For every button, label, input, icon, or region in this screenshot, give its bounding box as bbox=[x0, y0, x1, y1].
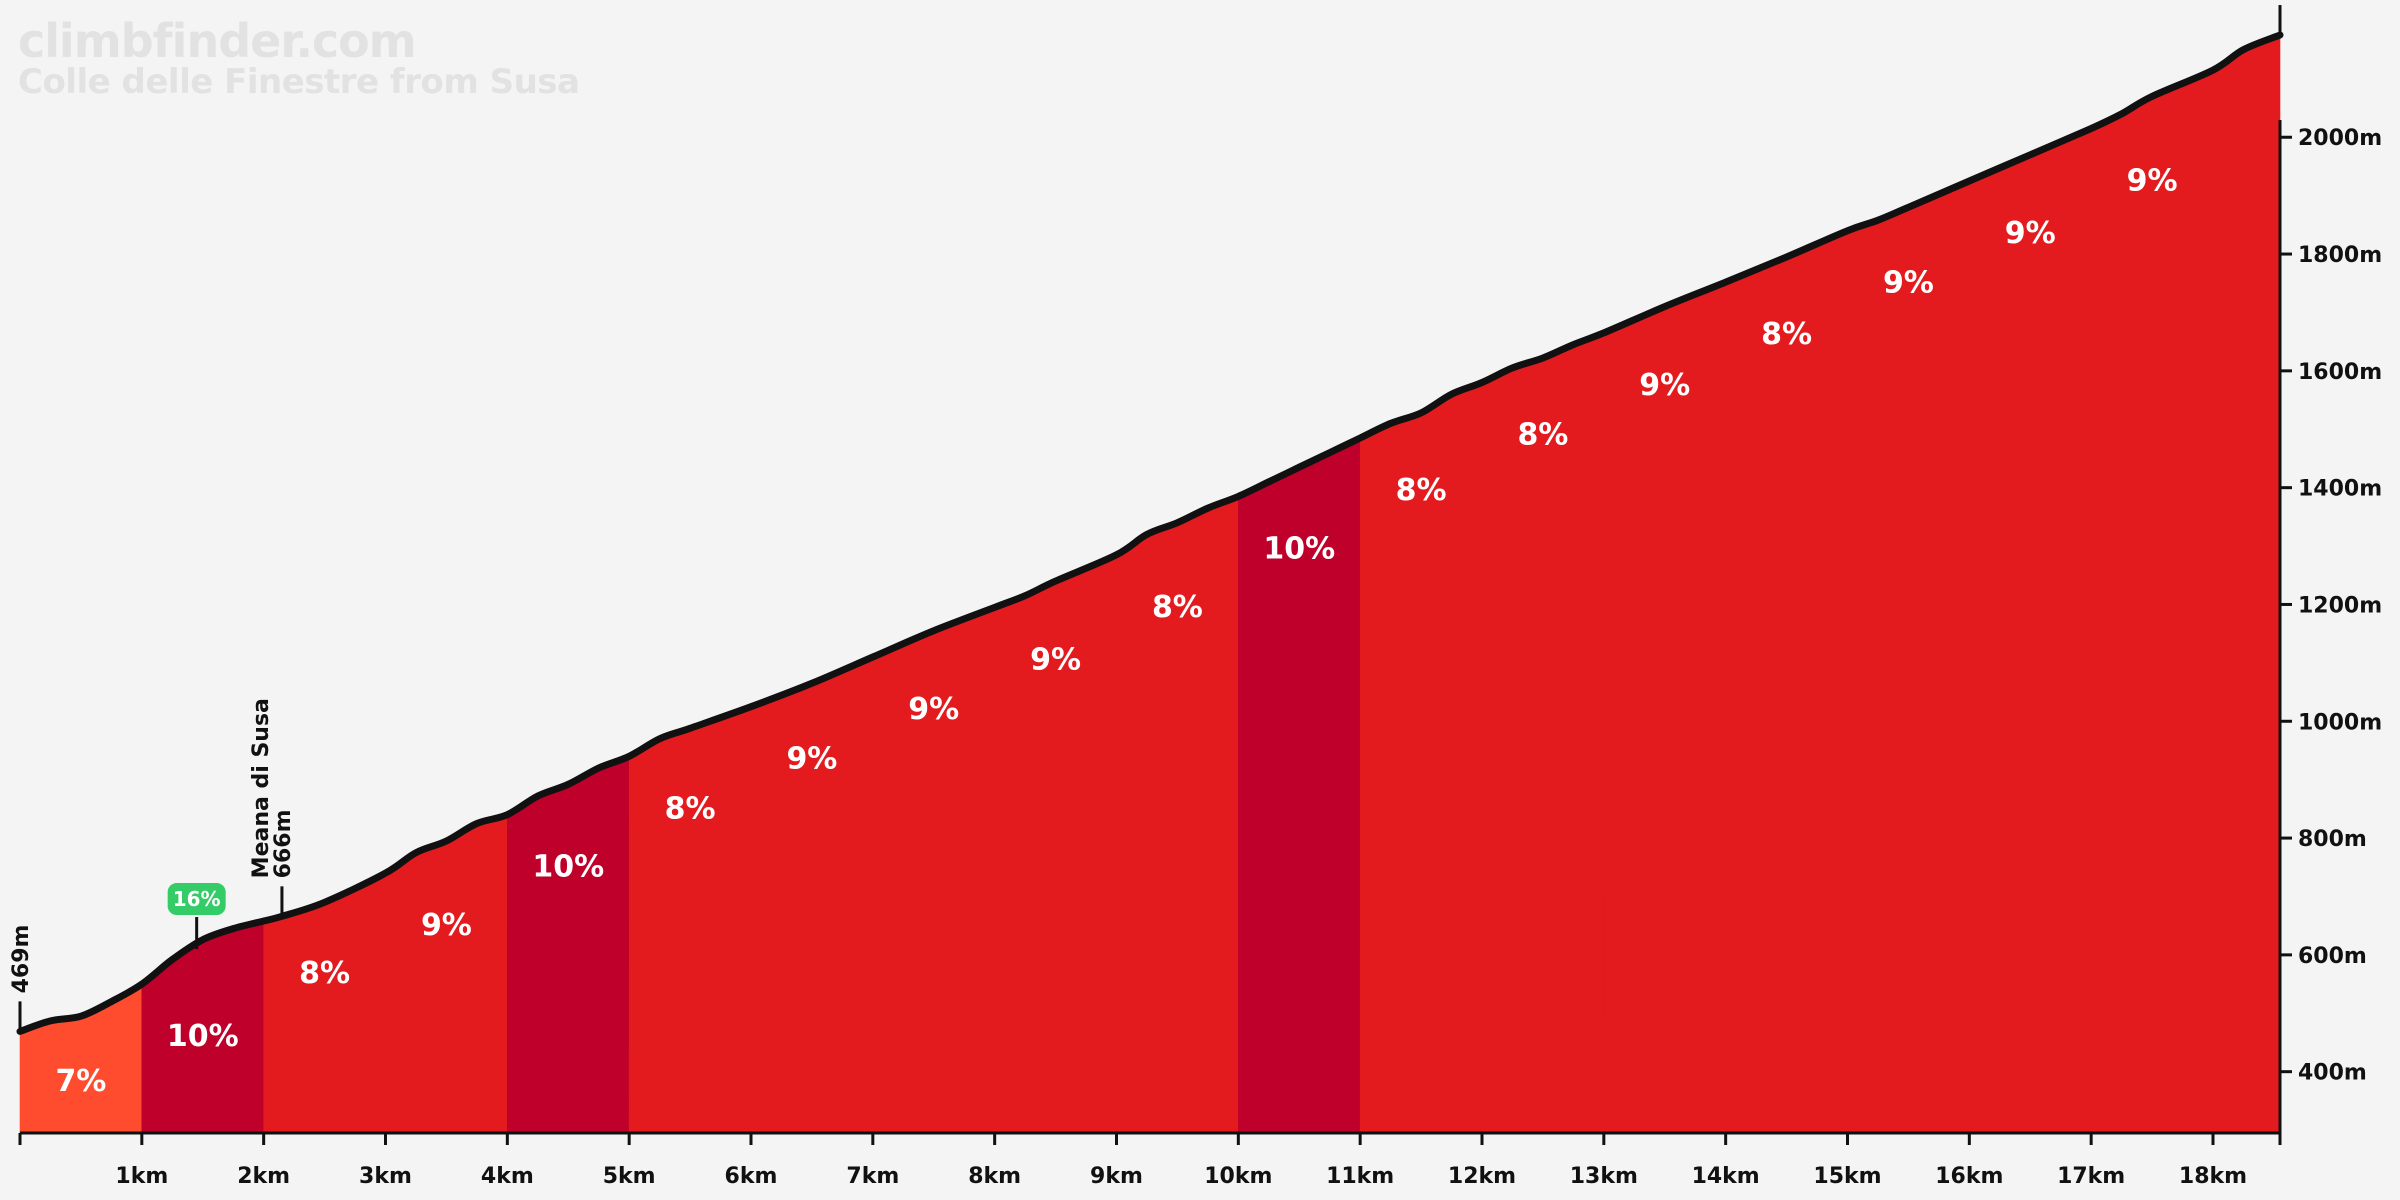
y-tick-label: 400m bbox=[2298, 1061, 2367, 1086]
x-tick-label: 18km bbox=[2179, 1164, 2247, 1189]
grade-label-13: 8% bbox=[1517, 418, 1568, 453]
grade-segment-17 bbox=[1968, 128, 2092, 1134]
y-tick-label: 2000m bbox=[2298, 126, 2382, 151]
x-tick-label: 4km bbox=[481, 1164, 534, 1189]
x-tick-label: 1km bbox=[115, 1164, 168, 1189]
x-tick-label: 14km bbox=[1692, 1164, 1760, 1189]
x-tick-label: 10km bbox=[1204, 1164, 1272, 1189]
grade-label-14: 9% bbox=[1639, 368, 1690, 403]
grade-label-10: 8% bbox=[1152, 590, 1203, 625]
grade-label-16: 9% bbox=[1883, 266, 1934, 301]
grade-segment-1 bbox=[19, 983, 143, 1134]
grade-label-12: 8% bbox=[1396, 473, 1447, 508]
marker-elevation-2: 666m bbox=[271, 809, 296, 878]
grade-label-5: 10% bbox=[532, 850, 604, 885]
grade-label-6: 8% bbox=[665, 791, 716, 826]
grade-label-3: 8% bbox=[299, 956, 350, 991]
x-tick-label: 9km bbox=[1090, 1164, 1143, 1189]
site-brand: climbfinder.com bbox=[18, 14, 417, 68]
grade-segment-7 bbox=[750, 656, 874, 1134]
grade-segment-15 bbox=[1725, 230, 1848, 1134]
x-tick-label: 11km bbox=[1326, 1164, 1394, 1189]
y-tick-label: 600m bbox=[2298, 944, 2367, 969]
profile-line bbox=[16, 31, 2284, 1035]
grade-label-1: 7% bbox=[55, 1064, 106, 1099]
steepest-badge bbox=[167, 883, 226, 916]
grade-label-18: 9% bbox=[2127, 163, 2178, 198]
x-tick-label: 15km bbox=[1813, 1164, 1881, 1189]
x-tick-label: 2km bbox=[237, 1164, 290, 1189]
grade-label-9: 9% bbox=[1030, 642, 1081, 677]
y-tick-label: 1400m bbox=[2298, 477, 2382, 502]
grade-label-8: 9% bbox=[908, 692, 959, 727]
grade-segment-14 bbox=[1603, 281, 1727, 1134]
marker-name-2: Meana di Susa bbox=[249, 698, 274, 878]
grade-segment-5 bbox=[506, 755, 630, 1134]
x-tick-label: 3km bbox=[359, 1164, 412, 1189]
grade-label-15: 8% bbox=[1761, 317, 1812, 352]
y-tick-label: 1600m bbox=[2298, 360, 2382, 385]
x-tick-label: 12km bbox=[1448, 1164, 1516, 1189]
y-tick-label: 1200m bbox=[2298, 593, 2382, 618]
marker-elevation-1: 469m bbox=[9, 925, 34, 994]
x-tick-label: 6km bbox=[725, 1164, 778, 1189]
y-tick-label: 1000m bbox=[2298, 710, 2382, 735]
x-tick-label: 17km bbox=[2057, 1164, 2125, 1189]
x-tick-label: 13km bbox=[1570, 1164, 1638, 1189]
grade-segment-8 bbox=[872, 606, 996, 1134]
grade-segment-16 bbox=[1847, 180, 1970, 1134]
grade-label-17: 9% bbox=[2005, 216, 2056, 251]
grade-label-7: 9% bbox=[786, 742, 837, 777]
grade-segment-6 bbox=[628, 706, 752, 1134]
x-tick-label: 8km bbox=[968, 1164, 1021, 1189]
grade-label-2: 10% bbox=[167, 1019, 239, 1054]
x-tick-label: 5km bbox=[603, 1164, 656, 1189]
chart-title: Colle delle Finestre from Susa bbox=[18, 62, 580, 102]
y-tick-label: 800m bbox=[2298, 827, 2367, 852]
grade-label-11: 10% bbox=[1263, 531, 1335, 566]
grade-segment-18 bbox=[2090, 34, 2281, 1134]
grade-label-4: 9% bbox=[421, 908, 472, 943]
x-tick-label: 16km bbox=[1935, 1164, 2003, 1189]
steepest-badge-label: 16% bbox=[173, 887, 221, 911]
grade-segment-13 bbox=[1481, 332, 1605, 1134]
y-tick-label: 1800m bbox=[2298, 243, 2382, 268]
x-tick-label: 7km bbox=[846, 1164, 899, 1189]
